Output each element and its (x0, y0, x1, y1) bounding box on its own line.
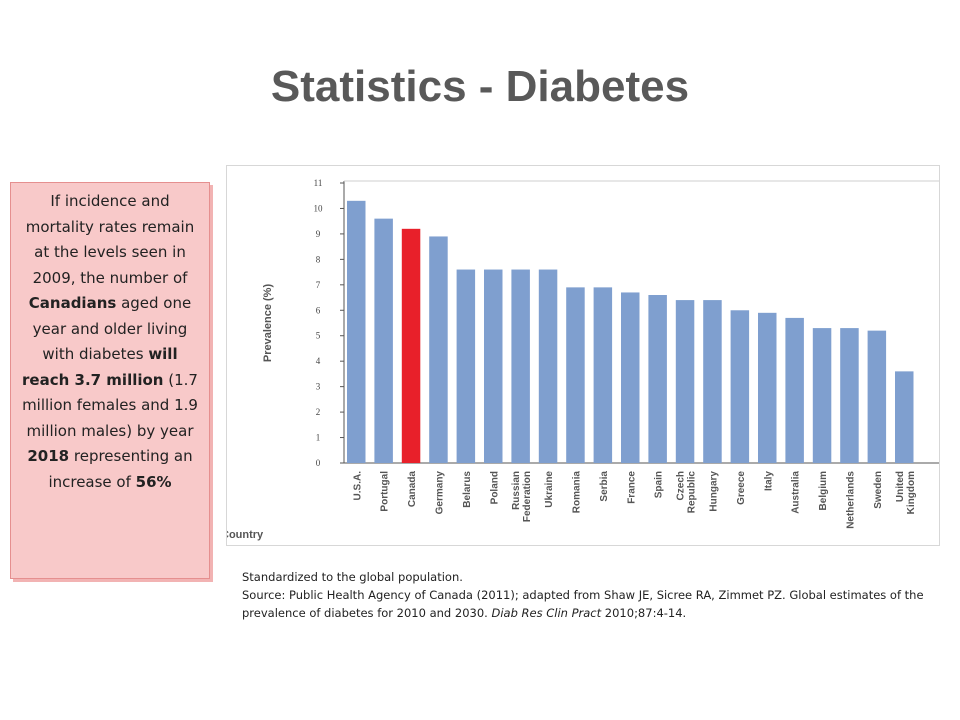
category-label: Spain (654, 471, 665, 498)
category-label: Republic (687, 471, 698, 514)
callout-box: If incidence and mortality rates remain … (10, 182, 210, 579)
x-axis-title: Country (227, 529, 264, 541)
category-label: Sweden (873, 471, 884, 509)
bar (347, 200, 366, 463)
category-label: Poland (489, 471, 500, 504)
y-tick-label: 5 (316, 331, 321, 341)
category-label: Canada (407, 471, 418, 508)
bar (538, 269, 558, 463)
bar (730, 310, 750, 463)
category-label: Greece (736, 471, 747, 505)
category-label: Portugal (380, 471, 391, 512)
journal-name: Diab Res Clin Pract (491, 606, 602, 620)
y-tick-label: 7 (316, 280, 321, 290)
bar (566, 287, 585, 463)
y-tick-label: 2 (316, 407, 321, 417)
source-note: Standardized to the global population. S… (242, 568, 932, 622)
callout-text: If incidence and mortality rates remain … (25, 192, 195, 287)
bar (374, 218, 393, 463)
page-title: Statistics - Diabetes (270, 62, 690, 111)
category-label: Germany (434, 471, 445, 515)
bar (785, 317, 804, 463)
y-tick-label: 3 (316, 382, 321, 392)
bar (758, 312, 777, 463)
y-tick-label: 9 (316, 229, 321, 239)
category-label: Hungary (708, 471, 719, 512)
bar (484, 269, 503, 463)
bar (401, 228, 421, 463)
bar (511, 269, 530, 463)
bar (675, 300, 695, 463)
bar (703, 300, 722, 463)
y-tick-label: 1 (316, 433, 321, 443)
citation-text: Source: Public Health Agency of Canada (… (242, 588, 924, 620)
bar (895, 371, 914, 463)
category-label: Netherlands (845, 471, 856, 529)
category-label: Belgium (818, 471, 829, 511)
callout-bold-projection: will reach 3.7 million (22, 345, 178, 389)
bar (593, 287, 613, 463)
bar (429, 236, 448, 463)
y-tick-label: 10 (314, 203, 324, 213)
bar (456, 269, 476, 463)
y-tick-label: 4 (316, 356, 321, 366)
y-tick-label: 8 (316, 254, 321, 264)
standardized-note: Standardized to the global population. (242, 570, 463, 584)
category-label: Russian (511, 471, 522, 510)
category-label: U.S.A. (352, 471, 363, 501)
category-label: Italy (763, 471, 774, 491)
chart-panel: 0 1 2 3 4 5 6 7 8 9 10 11 Prevalence (%) Country U.S.A… (226, 165, 940, 546)
category-label: United (895, 471, 906, 502)
bar (648, 295, 667, 463)
citation-text-end: 2010;87:4-14. (601, 606, 687, 620)
y-tick-label: 0 (316, 458, 321, 468)
y-tick-label: 6 (316, 305, 321, 315)
bar (840, 328, 859, 463)
category-label: Kingdom (906, 471, 917, 514)
category-label: Ukraine (544, 471, 555, 508)
callout-bold-canadians: Canadians (28, 294, 117, 312)
bar (812, 328, 832, 463)
category-label: Czech (676, 471, 687, 500)
y-tick-label: 11 (314, 178, 323, 188)
callout-bold-year: 2018 (27, 447, 70, 465)
bar (621, 292, 640, 463)
y-axis-title: Prevalence (%) (262, 284, 274, 363)
callout-bold-increase: 56% (135, 472, 172, 491)
callout-text: representing an increase of (48, 447, 193, 491)
category-label: Federation (522, 471, 533, 522)
callout-text: (1.7 million females and 1.9 million mal… (22, 370, 198, 440)
citation: Source: Public Health Agency of Canada (… (242, 586, 932, 622)
bar-chart: 0 1 2 3 4 5 6 7 8 9 10 11 Prevalence (%) Country U.S.A… (227, 178, 939, 541)
category-label: Romania (571, 471, 582, 514)
bar (867, 330, 887, 463)
category-label: Australia (791, 471, 802, 514)
callout-text: aged one year and older living with diab… (32, 294, 192, 363)
category-label: Serbia (599, 471, 610, 502)
category-label: France (626, 471, 637, 504)
category-label: Belarus (462, 471, 473, 508)
